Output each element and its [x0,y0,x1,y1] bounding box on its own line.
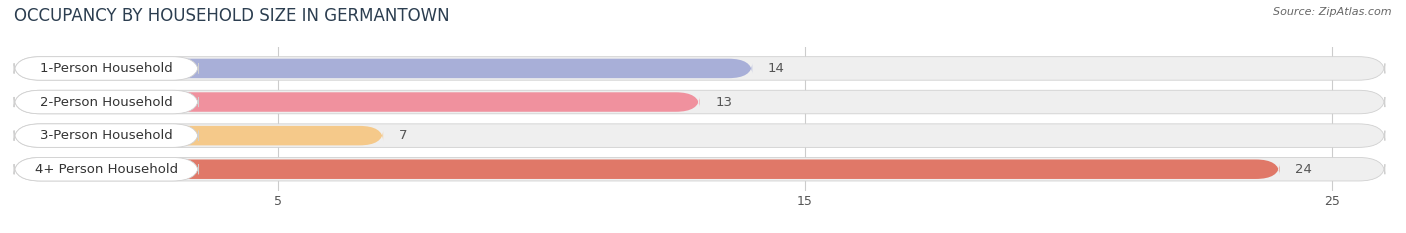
FancyBboxPatch shape [14,90,198,114]
FancyBboxPatch shape [14,124,198,147]
Text: 4+ Person Household: 4+ Person Household [35,163,179,176]
FancyBboxPatch shape [14,90,1385,114]
Text: 13: 13 [716,96,733,109]
FancyBboxPatch shape [14,159,1279,179]
Text: 14: 14 [768,62,785,75]
FancyBboxPatch shape [14,57,1385,80]
FancyBboxPatch shape [14,158,1385,181]
FancyBboxPatch shape [14,92,700,112]
FancyBboxPatch shape [14,59,752,78]
Text: 1-Person Household: 1-Person Household [39,62,173,75]
Text: 7: 7 [399,129,408,142]
Text: Source: ZipAtlas.com: Source: ZipAtlas.com [1274,7,1392,17]
FancyBboxPatch shape [14,57,198,80]
Text: 24: 24 [1295,163,1312,176]
FancyBboxPatch shape [14,126,382,145]
Text: 3-Person Household: 3-Person Household [39,129,173,142]
FancyBboxPatch shape [14,158,198,181]
Text: 2-Person Household: 2-Person Household [39,96,173,109]
FancyBboxPatch shape [14,124,1385,147]
Text: OCCUPANCY BY HOUSEHOLD SIZE IN GERMANTOWN: OCCUPANCY BY HOUSEHOLD SIZE IN GERMANTOW… [14,7,450,25]
